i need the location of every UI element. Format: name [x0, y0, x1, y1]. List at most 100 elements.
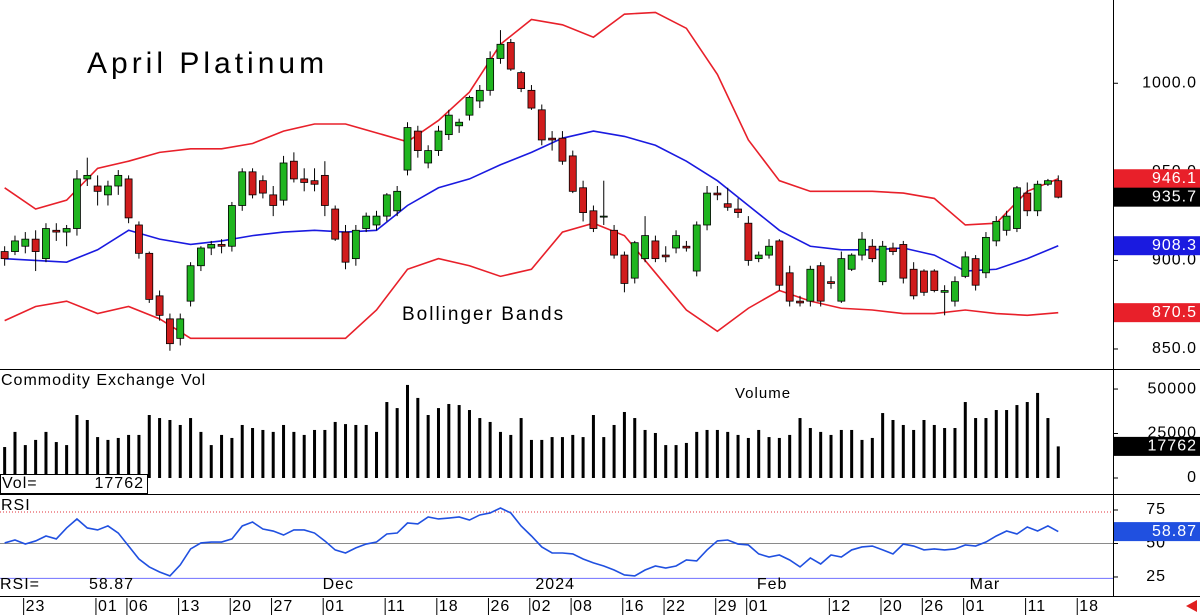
- volume-bar: [230, 437, 234, 478]
- volume-bar: [395, 408, 399, 478]
- volume-bar: [932, 424, 936, 478]
- candle-body: [197, 247, 205, 267]
- chart-title: April Platinum: [87, 47, 328, 80]
- candle-body: [465, 97, 474, 116]
- candle-body: [444, 114, 453, 136]
- volume-bar: [643, 429, 647, 478]
- volume-bar: [746, 437, 750, 478]
- volume-bar: [1056, 446, 1060, 478]
- candle-body: [145, 252, 154, 300]
- volume-bar: [943, 427, 947, 478]
- volume-bar: [65, 445, 69, 478]
- volume-bar: [147, 415, 151, 478]
- volume-bar: [798, 418, 802, 478]
- candle-body: [610, 229, 618, 256]
- readout-value: 17762: [95, 475, 145, 492]
- volume-bar: [75, 415, 79, 478]
- candle-body: [362, 215, 371, 229]
- month-label: 2024: [535, 576, 575, 593]
- volume-bar: [829, 434, 833, 478]
- x-tick-label: 11: [1028, 598, 1047, 615]
- y-tick-label: 900.0: [1152, 252, 1197, 269]
- candle-body: [1044, 180, 1052, 185]
- volume-bar: [302, 434, 306, 478]
- volume-bar: [684, 442, 688, 478]
- candle-body: [889, 247, 897, 252]
- candle-body: [1002, 215, 1011, 231]
- volume-bar: [953, 427, 957, 478]
- month-label: Dec: [323, 576, 354, 593]
- x-tick-label: 12: [831, 598, 851, 615]
- candle-body: [341, 231, 350, 263]
- volume-bar: [282, 424, 286, 478]
- volume-bar: [385, 402, 389, 478]
- candle-body: [899, 244, 908, 279]
- readout-box: [1114, 522, 1200, 542]
- volume-bar: [664, 445, 668, 478]
- candle-body: [135, 224, 143, 254]
- candle-body: [951, 281, 959, 302]
- x-tick-label: 26: [924, 598, 944, 615]
- scroll-arrow[interactable]: [1186, 600, 1197, 612]
- volume-bar: [602, 437, 606, 478]
- volume-bar: [581, 437, 585, 478]
- candle-body: [217, 244, 226, 247]
- panel-title: RSI: [1, 497, 31, 514]
- candle-body: [62, 228, 71, 233]
- volume-bar: [571, 434, 575, 478]
- readout-box: [1114, 303, 1200, 323]
- volume-bar: [1046, 418, 1050, 478]
- x-tick-label: 11: [387, 598, 406, 615]
- candle-body: [744, 222, 753, 261]
- candle-body: [548, 137, 557, 141]
- candle-body: [920, 270, 928, 293]
- volume-bar: [788, 434, 792, 478]
- volume-bar: [808, 427, 812, 478]
- volume-bar: [137, 434, 141, 478]
- x-tick-label: 16: [625, 598, 645, 615]
- candle-body: [104, 185, 112, 196]
- candle-body: [909, 268, 918, 297]
- candle-body: [372, 215, 381, 226]
- candle-body: [11, 240, 19, 252]
- volume-bar: [354, 424, 358, 478]
- readout-label: Vol=: [2, 475, 38, 492]
- volume-bar: [1005, 410, 1009, 478]
- volume-bar: [364, 424, 368, 478]
- volume-bar: [994, 410, 998, 478]
- candle-body: [166, 318, 174, 345]
- volume-bar: [519, 418, 523, 478]
- volume-bar: [860, 439, 864, 478]
- volume-bar: [85, 419, 89, 478]
- readout-value: 58.87: [89, 576, 134, 593]
- volume-bar: [912, 429, 916, 478]
- volume-bar: [560, 437, 564, 478]
- candle-body: [238, 171, 247, 206]
- volume-bar: [974, 418, 978, 478]
- readout-value: 908.3: [1152, 237, 1197, 254]
- candle-body: [527, 89, 536, 109]
- readout-value: 17762: [1148, 438, 1198, 455]
- volume-bar: [457, 405, 461, 478]
- candle-body: [785, 272, 794, 302]
- readout-box: [1114, 436, 1200, 456]
- candle-body: [713, 192, 722, 196]
- candle-body: [940, 290, 949, 293]
- candle-body: [734, 208, 742, 213]
- x-tick-label: 01: [749, 598, 769, 615]
- candle-body: [258, 180, 267, 194]
- volume-bar: [850, 429, 854, 478]
- volume-bar: [540, 439, 544, 478]
- volume-bar: [323, 429, 327, 478]
- volume-bar: [54, 442, 58, 478]
- volume-bar: [3, 447, 7, 478]
- candle-body: [630, 242, 639, 279]
- volume-bar: [416, 397, 420, 478]
- volume-bar: [984, 418, 988, 478]
- candle-body: [1013, 187, 1021, 229]
- volume-bar: [426, 415, 430, 478]
- candle-body: [868, 245, 877, 260]
- volume-bar: [591, 415, 595, 478]
- candle-body: [847, 254, 856, 270]
